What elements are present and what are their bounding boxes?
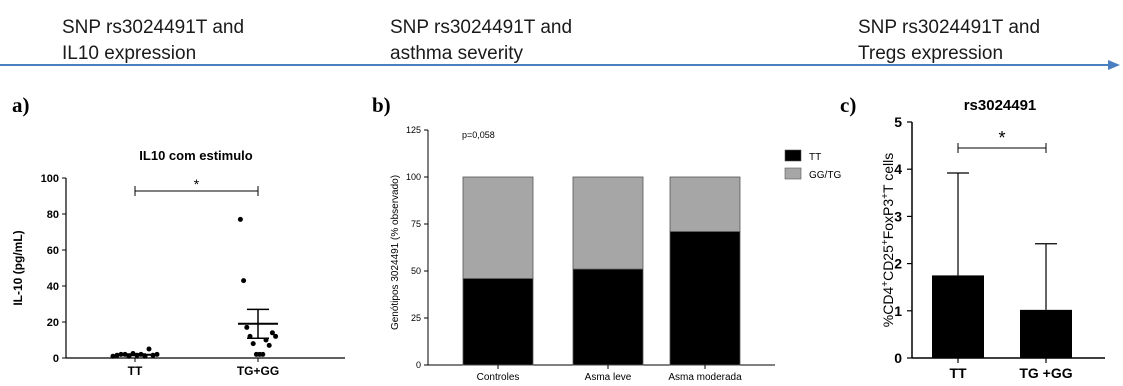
panel-a-y-tick-label: 40 bbox=[47, 281, 59, 293]
panel-a-point-tg-gg bbox=[269, 330, 275, 336]
panel-a-letter: a) bbox=[12, 93, 30, 117]
panel-c-y-tick-label: 3 bbox=[894, 208, 902, 224]
panel-b-y-tick-label: 100 bbox=[406, 172, 421, 182]
flow-step-1-line1: SNP rs3024491T and bbox=[62, 17, 245, 38]
panel-a-point-tt bbox=[154, 351, 160, 357]
flow-step-2-label: SNP rs3024491T and asthma severity bbox=[390, 15, 572, 67]
panel-a-point-tg-gg bbox=[244, 324, 250, 330]
panel-c-y-label-part: T cells bbox=[880, 153, 896, 193]
panel-b-legend-label-gg-tg: GG/TG bbox=[809, 170, 841, 181]
panel-a-title: IL10 com estimulo bbox=[139, 148, 252, 163]
panel-b-legend-label-tt: TT bbox=[809, 152, 821, 163]
panel-b-y-tick-label: 50 bbox=[411, 266, 421, 276]
panel-c-y-label-part: + bbox=[880, 193, 891, 199]
flow-step-1-line2: IL10 expression bbox=[62, 43, 197, 64]
panel-c-y-tick-label: 2 bbox=[894, 256, 902, 272]
flow-step-3-line2: Tregs expression bbox=[858, 43, 1004, 64]
panel-a-chart: a) IL10 com estimulo 0 20 40 60 80 100 IL-10 (pg… bbox=[11, 93, 345, 378]
panel-b-legend-swatch-tt bbox=[784, 149, 802, 162]
panel-a-point-tg-gg bbox=[250, 341, 256, 347]
panel-b-bar-tt-1 bbox=[462, 278, 534, 366]
panel-a-y-label: IL-10 (pg/mL) bbox=[11, 230, 25, 305]
flow-arrow bbox=[0, 60, 1120, 70]
panel-a-point-tt bbox=[110, 353, 116, 359]
panel-c-x-tick-label: TG +GG bbox=[1019, 365, 1072, 381]
panel-c-bar-1 bbox=[932, 275, 984, 358]
panel-c-y-tick-label: 5 bbox=[894, 114, 902, 130]
panel-c-y-tick-label: 4 bbox=[894, 161, 902, 177]
panel-a-x-tick-label: TG+GG bbox=[237, 364, 279, 378]
panel-a-point-tt bbox=[146, 346, 152, 352]
panel-c-y-label-part: FoxP3 bbox=[880, 199, 896, 240]
panel-b-x-tick-label: Controles bbox=[477, 372, 520, 383]
panel-b-x-tick-label: Asma leve bbox=[585, 372, 632, 383]
flow-arrow-head bbox=[1108, 60, 1120, 70]
panel-a-y-tick-label: 0 bbox=[53, 353, 59, 365]
panel-b-y-tick-label: 0 bbox=[416, 360, 421, 370]
panel-c-significance-star: * bbox=[998, 128, 1005, 148]
panel-a-point-tg-gg bbox=[237, 216, 243, 222]
panel-a-point-tg-gg bbox=[241, 278, 247, 284]
flow-step-3-label: SNP rs3024491T and Tregs expression bbox=[858, 15, 1040, 67]
panel-c-letter: c) bbox=[840, 93, 856, 117]
panel-b-legend-swatch-gg-tg bbox=[784, 167, 802, 180]
panel-a-y-tick-label: 80 bbox=[47, 209, 59, 221]
panel-b-x-tick-label: Asma moderada bbox=[668, 372, 742, 383]
panel-b-chart: b) 0 25 50 75 100 125 Genótipos 3024491 (% obse… bbox=[372, 93, 841, 383]
panel-b-p-value: p=0,058 bbox=[462, 130, 495, 140]
panel-c-bar-2 bbox=[1020, 309, 1072, 358]
panel-b-y-tick-label: 75 bbox=[411, 219, 421, 229]
panel-b-y-tick-label: 25 bbox=[411, 313, 421, 323]
panel-a-point-tg-gg bbox=[273, 333, 279, 339]
panel-c-y-label: %CD4+CD25+FoxP3+T cells bbox=[880, 153, 897, 327]
panel-c-y-label-part: + bbox=[880, 239, 891, 245]
panel-c-y-label-part: CD25 bbox=[880, 245, 896, 281]
flow-step-2-line1: SNP rs3024491T and bbox=[390, 17, 573, 38]
panel-c-y-tick-label: 0 bbox=[894, 350, 902, 366]
panel-b-bar-gg-tg-2 bbox=[572, 176, 644, 270]
panel-c-title: rs3024491 bbox=[964, 97, 1037, 114]
panel-b-bar-gg-tg-3 bbox=[669, 176, 741, 232]
panel-a-y-tick-label: 20 bbox=[47, 317, 59, 329]
panel-b-letter: b) bbox=[372, 93, 391, 117]
panel-a-point-tg-gg bbox=[266, 342, 272, 348]
panel-a-y-tick-label: 100 bbox=[41, 173, 59, 185]
panel-c-x-tick-label: TT bbox=[949, 365, 967, 381]
panel-a-y-tick-label: 60 bbox=[47, 245, 59, 257]
panel-b-y-label: Genótipos 3024491 (% observado) bbox=[390, 175, 401, 330]
panel-c-y-label-part: + bbox=[880, 281, 891, 287]
panel-b-y-tick-label: 125 bbox=[406, 125, 421, 135]
flow-step-2-line2: asthma severity bbox=[390, 43, 524, 64]
panel-b-bar-tt-3 bbox=[669, 231, 741, 366]
panel-c-y-label-part: %CD4 bbox=[880, 287, 896, 328]
panel-a-significance-star: * bbox=[194, 176, 200, 192]
panel-a-point-tg-gg bbox=[260, 351, 266, 357]
panel-c-y-tick-label: 1 bbox=[894, 303, 902, 319]
flow-step-3-line1: SNP rs3024491T and bbox=[858, 17, 1041, 38]
panel-b-bar-gg-tg-1 bbox=[462, 176, 534, 279]
flow-step-1-label: SNP rs3024491T and IL10 expression bbox=[62, 15, 244, 67]
panel-b-bar-tt-2 bbox=[572, 268, 644, 366]
panel-a-x-tick-label: TT bbox=[128, 364, 143, 378]
